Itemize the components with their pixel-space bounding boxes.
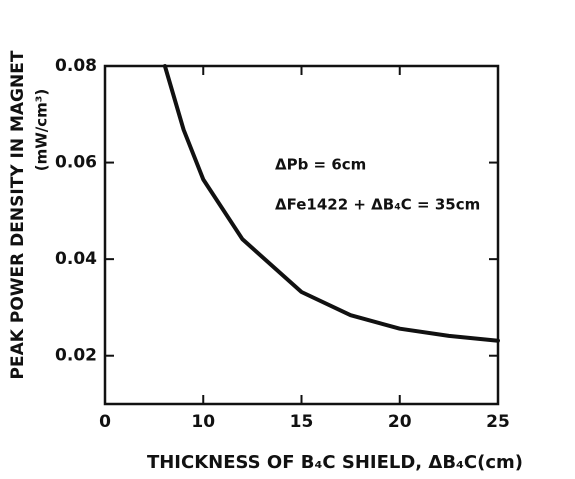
annotation: ΔFe1422 + ΔB₄C = 35cm — [275, 196, 480, 214]
x-tick-label: 15 — [290, 412, 314, 432]
annotation: ΔPb = 6cm — [275, 156, 366, 174]
y-axis-unit: (mW/cm³) — [33, 89, 51, 171]
x-tick-label: 25 — [486, 412, 510, 432]
y-axis-label: PEAK POWER DENSITY IN MAGNET — [8, 50, 28, 379]
x-tick-label: 0 — [99, 412, 111, 432]
y-tick-label: 0.04 — [55, 249, 97, 269]
y-tick-label: 0.02 — [55, 346, 97, 366]
x-tick-label: 20 — [388, 412, 412, 432]
y-tick-label: 0.06 — [55, 153, 97, 173]
plot-frame — [103, 64, 500, 406]
x-axis-label: THICKNESS OF B₄C SHIELD, ΔB₄C(cm) — [147, 452, 523, 473]
curve — [162, 64, 500, 343]
x-tick-label: 10 — [191, 412, 215, 432]
y-tick-label: 0.08 — [55, 56, 97, 76]
